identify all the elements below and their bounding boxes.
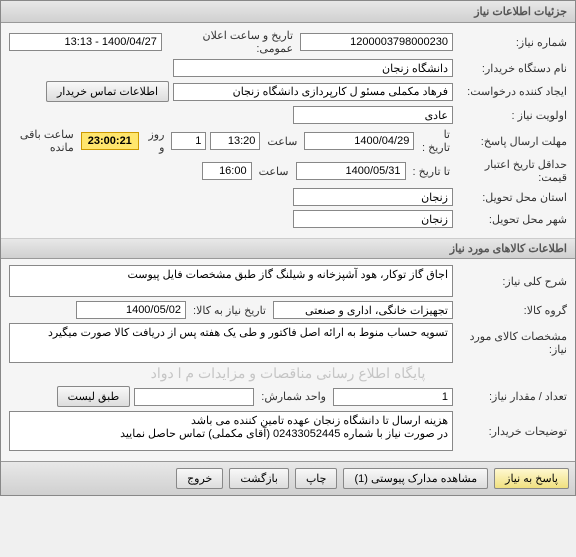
to-date-label: تا تاریخ :	[418, 128, 453, 154]
spec-input[interactable]	[9, 323, 453, 363]
row-need-no: شماره نیاز: تاریخ و ساعت اعلان عمومی:	[9, 29, 567, 55]
requester-input[interactable]	[173, 83, 453, 101]
buyer-notes-input[interactable]	[9, 411, 453, 451]
row-requester: ایجاد کننده درخواست: اطلاعات تماس خریدار	[9, 81, 567, 102]
unit-input[interactable]	[134, 388, 254, 406]
days-input[interactable]	[171, 132, 206, 150]
per-list-button[interactable]: طبق لیست	[57, 386, 131, 407]
row-group: گروه کالا: تاریخ نیاز به کالا:	[9, 301, 567, 319]
reply-button[interactable]: پاسخ به نیاز	[494, 468, 569, 489]
watermark-text: پایگاه اطلاع رسانی مناقصات و مزایدات م ا…	[9, 365, 567, 382]
need-date-label: تاریخ نیاز به کالا:	[190, 304, 269, 317]
row-buyer-notes: توضیحات خریدار:	[9, 411, 567, 451]
row-desc: شرح کلی نیاز:	[9, 265, 567, 297]
delivery-city-label: شهر محل تحویل:	[457, 213, 567, 226]
row-delivery-city: شهر محل تحویل:	[9, 210, 567, 228]
buyer-notes-label: توضیحات خریدار:	[457, 425, 567, 438]
back-button[interactable]: بازگشت	[229, 468, 289, 489]
row-spec: مشخصات کالای مورد نیاز:	[9, 323, 567, 363]
delivery-province-label: استان محل تحویل:	[457, 191, 567, 204]
need-no-input[interactable]	[300, 33, 453, 51]
desc-input[interactable]	[9, 265, 453, 297]
spec-label: مشخصات کالای مورد نیاز:	[457, 330, 567, 356]
need-date-input[interactable]	[76, 301, 186, 319]
exit-button[interactable]: خروج	[176, 468, 223, 489]
qty-input[interactable]	[333, 388, 453, 406]
section2-title: اطلاعات کالاهای مورد نیاز	[450, 243, 567, 255]
buyer-label: نام دستگاه خریدار:	[457, 62, 567, 75]
price-validity-label: حداقل تاریخ اعتبار قیمت:	[457, 158, 567, 184]
priority-label: اولویت نیاز :	[457, 109, 567, 122]
print-button[interactable]: چاپ	[295, 468, 338, 489]
days-and-label: روز و	[143, 128, 168, 154]
remaining-suffix: ساعت باقی مانده	[9, 128, 77, 154]
footer-toolbar: پاسخ به نیاز مشاهده مدارک پیوستی (1) چاپ…	[1, 461, 575, 495]
public-datetime-input[interactable]	[9, 33, 162, 51]
desc-label: شرح کلی نیاز:	[457, 275, 567, 288]
group-label: گروه کالا:	[457, 304, 567, 317]
row-delivery-province: استان محل تحویل:	[9, 188, 567, 206]
attachments-button[interactable]: مشاهده مدارک پیوستی (1)	[343, 468, 488, 489]
section2-header: اطلاعات کالاهای مورد نیاز	[1, 238, 575, 259]
section2-body: شرح کلی نیاز: گروه کالا: تاریخ نیاز به ک…	[1, 259, 575, 461]
priority-input[interactable]	[293, 106, 453, 124]
group-input[interactable]	[273, 301, 453, 319]
price-validity-time-input[interactable]	[202, 162, 252, 180]
row-price-validity: حداقل تاریخ اعتبار قیمت: تا تاریخ : ساعت	[9, 158, 567, 184]
window-title: جزئیات اطلاعات نیاز	[474, 6, 567, 18]
window-root: جزئیات اطلاعات نیاز شماره نیاز: تاریخ و …	[0, 0, 576, 496]
need-no-label: شماره نیاز:	[457, 36, 567, 49]
row-qty: تعداد / مقدار نیاز: واحد شمارش: طبق لیست	[9, 386, 567, 407]
window-titlebar: جزئیات اطلاعات نیاز	[1, 1, 575, 23]
time-label-1: ساعت	[264, 135, 300, 148]
deadline-time-input[interactable]	[210, 132, 260, 150]
delivery-city-input[interactable]	[293, 210, 453, 228]
deadline-date-input[interactable]	[304, 132, 414, 150]
requester-label: ایجاد کننده درخواست:	[457, 85, 567, 98]
public-datetime-label: تاریخ و ساعت اعلان عمومی:	[166, 29, 296, 55]
remaining-timer: 23:00:21	[81, 132, 139, 150]
deadline-label: مهلت ارسال پاسخ:	[457, 135, 567, 148]
to-date-label-2: تا تاریخ :	[410, 165, 453, 178]
row-deadline: مهلت ارسال پاسخ: تا تاریخ : ساعت روز و 2…	[9, 128, 567, 154]
row-buyer: نام دستگاه خریدار:	[9, 59, 567, 77]
buyer-input[interactable]	[173, 59, 453, 77]
unit-label: واحد شمارش:	[258, 390, 329, 403]
delivery-province-input[interactable]	[293, 188, 453, 206]
row-priority: اولویت نیاز :	[9, 106, 567, 124]
time-label-2: ساعت	[256, 165, 292, 178]
contact-buyer-button[interactable]: اطلاعات تماس خریدار	[46, 81, 169, 102]
price-validity-date-input[interactable]	[296, 162, 406, 180]
section1-body: شماره نیاز: تاریخ و ساعت اعلان عمومی: نا…	[1, 23, 575, 238]
qty-label: تعداد / مقدار نیاز:	[457, 390, 567, 403]
